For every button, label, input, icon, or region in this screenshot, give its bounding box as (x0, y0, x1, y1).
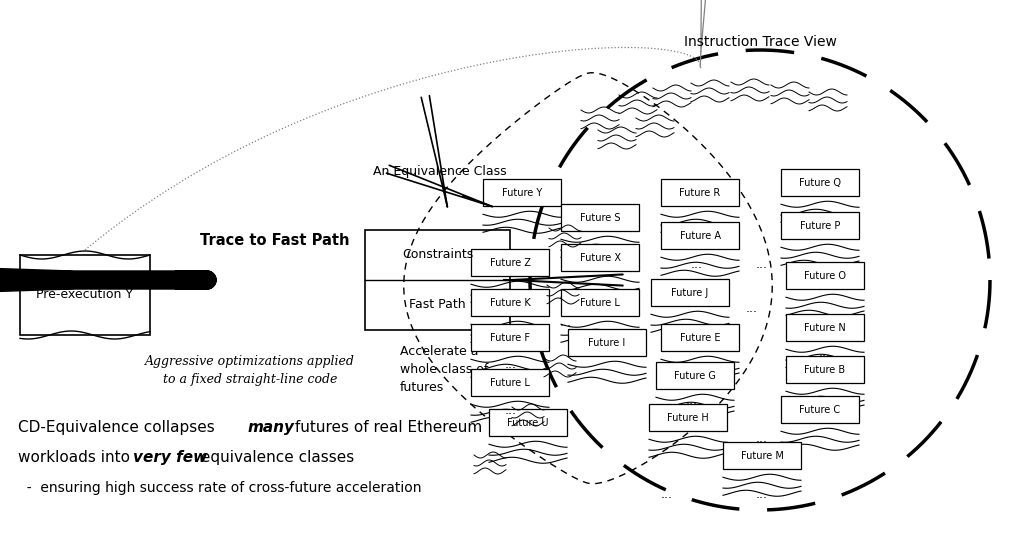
Text: Future F: Future F (490, 333, 530, 343)
FancyBboxPatch shape (561, 244, 639, 271)
Text: ...: ... (505, 404, 517, 417)
FancyBboxPatch shape (568, 329, 646, 357)
Text: Future E: Future E (680, 333, 720, 343)
Text: Future M: Future M (740, 451, 783, 461)
Text: Future K: Future K (489, 298, 530, 308)
Text: Future O: Future O (804, 270, 846, 281)
Text: Future P: Future P (800, 221, 840, 231)
Text: An Equivalence Class: An Equivalence Class (373, 165, 507, 178)
Text: ...: ... (756, 259, 768, 272)
Text: Future X: Future X (580, 253, 621, 263)
Text: futures of real Ethereum: futures of real Ethereum (290, 420, 482, 435)
Text: Future Y: Future Y (502, 188, 542, 198)
Text: Future Q: Future Q (799, 178, 841, 188)
FancyBboxPatch shape (662, 222, 739, 249)
FancyBboxPatch shape (723, 442, 801, 469)
FancyBboxPatch shape (483, 179, 561, 206)
FancyBboxPatch shape (651, 279, 729, 306)
Text: Future I: Future I (589, 338, 626, 348)
FancyBboxPatch shape (662, 179, 739, 206)
Text: Future C: Future C (800, 405, 841, 415)
Text: very few: very few (133, 450, 207, 465)
Text: Future H: Future H (667, 413, 709, 423)
FancyBboxPatch shape (649, 404, 727, 431)
Text: equivalence classes: equivalence classes (196, 450, 354, 465)
Text: Pre-execution Y: Pre-execution Y (37, 288, 133, 301)
FancyBboxPatch shape (561, 289, 639, 316)
FancyBboxPatch shape (365, 230, 510, 330)
FancyBboxPatch shape (781, 169, 859, 196)
FancyBboxPatch shape (662, 324, 739, 351)
Text: Future A: Future A (680, 231, 721, 241)
FancyBboxPatch shape (656, 362, 734, 390)
Text: Accelerate a
whole class of
futures: Accelerate a whole class of futures (400, 345, 488, 394)
FancyBboxPatch shape (471, 249, 549, 276)
Text: Future N: Future N (804, 323, 846, 333)
FancyBboxPatch shape (561, 204, 639, 231)
Text: Aggressive optimizations applied
to a fixed straight-line code: Aggressive optimizations applied to a fi… (145, 355, 355, 386)
Text: workloads into: workloads into (18, 450, 135, 465)
Text: Future Z: Future Z (489, 258, 530, 268)
Text: Instruction Trace View: Instruction Trace View (684, 35, 837, 49)
FancyBboxPatch shape (781, 212, 859, 239)
FancyBboxPatch shape (786, 314, 864, 341)
Text: Future R: Future R (679, 188, 721, 198)
Text: CD-Equivalence collapses: CD-Equivalence collapses (18, 420, 219, 435)
Text: ...: ... (756, 489, 768, 502)
FancyBboxPatch shape (786, 262, 864, 289)
Text: ...: ... (686, 393, 698, 406)
FancyBboxPatch shape (471, 324, 549, 351)
Text: ...: ... (691, 259, 703, 272)
FancyBboxPatch shape (20, 255, 150, 335)
Text: ...: ... (756, 432, 768, 445)
FancyBboxPatch shape (489, 409, 567, 436)
Text: ...: ... (505, 359, 517, 372)
Text: Fast Path: Fast Path (410, 299, 466, 312)
Text: Future L: Future L (490, 378, 530, 388)
Text: Future L: Future L (580, 298, 620, 308)
FancyBboxPatch shape (471, 289, 549, 316)
Text: -  ensuring high success rate of cross-future acceleration: - ensuring high success rate of cross-fu… (18, 481, 422, 495)
Text: Future B: Future B (805, 365, 846, 375)
Text: ...: ... (560, 315, 572, 328)
Text: Trace to Fast Path: Trace to Fast Path (201, 233, 350, 248)
Text: Future U: Future U (507, 418, 549, 428)
Text: Future J: Future J (672, 288, 709, 298)
Text: ...: ... (819, 346, 831, 359)
Text: Future G: Future G (674, 371, 716, 381)
Text: ...: ... (662, 489, 673, 502)
FancyBboxPatch shape (786, 357, 864, 383)
Text: ...: ... (746, 301, 758, 314)
FancyBboxPatch shape (471, 370, 549, 396)
FancyBboxPatch shape (781, 396, 859, 423)
Text: many: many (248, 420, 295, 435)
Text: Future S: Future S (580, 213, 621, 223)
Text: Constraints: Constraints (401, 248, 473, 261)
